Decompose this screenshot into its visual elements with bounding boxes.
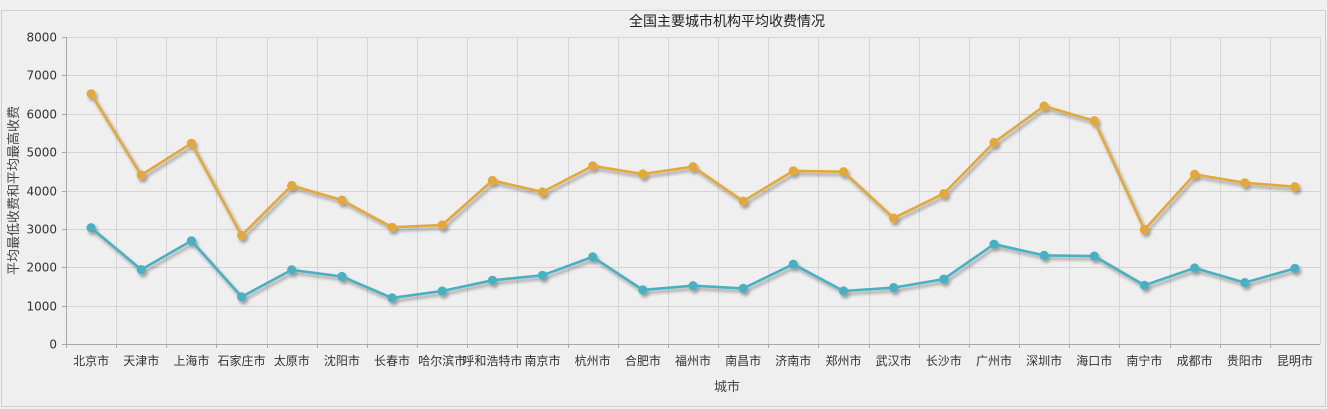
x-tick-label: 昆明市 — [1277, 353, 1313, 368]
y-axis-title: 平均最低收费和平均最高收费 — [6, 106, 22, 275]
y-tick-label: 6000 — [26, 108, 57, 122]
y-tick-label: 1000 — [26, 300, 57, 314]
x-tick-label: 长春市 — [374, 353, 410, 368]
data-point[interactable] — [86, 223, 96, 233]
x-tick-label: 长沙市 — [926, 353, 962, 368]
x-tick-label: 沈阳市 — [324, 353, 360, 368]
data-point[interactable] — [1089, 116, 1099, 126]
data-point[interactable] — [387, 293, 397, 303]
chart-title: 全国主要城市机构平均收费情况 — [629, 13, 825, 30]
x-tick-label: 南京市 — [525, 353, 561, 368]
x-tick-label: 南昌市 — [725, 353, 761, 368]
x-tick-label: 深圳市 — [1026, 353, 1062, 368]
y-tick-label: 4000 — [26, 185, 57, 199]
chart-frame — [1, 10, 1326, 407]
x-tick-label: 呼和浩特市 — [462, 353, 522, 368]
data-point[interactable] — [989, 239, 999, 249]
data-point[interactable] — [1039, 250, 1049, 260]
data-point[interactable] — [337, 271, 347, 282]
data-point[interactable] — [387, 222, 397, 232]
data-point[interactable] — [688, 162, 698, 172]
data-point[interactable] — [437, 286, 447, 296]
y-tick-label: 5000 — [26, 146, 57, 160]
data-point[interactable] — [1290, 182, 1300, 192]
x-tick-label: 南宁市 — [1126, 353, 1162, 368]
data-point[interactable] — [437, 220, 447, 230]
data-point[interactable] — [939, 274, 949, 284]
data-point[interactable] — [186, 138, 196, 148]
data-point[interactable] — [537, 270, 548, 280]
data-point[interactable] — [1039, 101, 1049, 111]
y-tick-label: 3000 — [26, 223, 57, 237]
data-point[interactable] — [487, 175, 497, 186]
data-point[interactable] — [287, 180, 297, 191]
data-point[interactable] — [788, 259, 798, 269]
x-tick-label: 济南市 — [775, 353, 811, 368]
data-point[interactable] — [287, 265, 297, 275]
data-point[interactable] — [1240, 178, 1250, 188]
data-point[interactable] — [237, 230, 247, 240]
data-point[interactable] — [537, 187, 548, 197]
data-point[interactable] — [989, 137, 999, 148]
x-tick-label: 合肥市 — [625, 353, 661, 368]
data-point[interactable] — [588, 252, 598, 262]
data-point[interactable] — [838, 286, 849, 296]
x-tick-label: 成都市 — [1177, 353, 1213, 368]
y-tick-label: 0 — [49, 338, 57, 352]
data-point[interactable] — [487, 275, 497, 285]
data-point[interactable] — [1290, 263, 1300, 273]
data-point[interactable] — [738, 283, 748, 293]
data-point[interactable] — [838, 167, 849, 177]
data-point[interactable] — [889, 283, 899, 293]
data-point[interactable] — [939, 189, 949, 199]
x-tick-label: 福州市 — [675, 353, 711, 368]
data-point[interactable] — [788, 166, 798, 176]
x-tick-label: 上海市 — [173, 353, 209, 368]
x-tick-label: 郑州市 — [825, 353, 861, 368]
data-point[interactable] — [638, 285, 648, 295]
data-point[interactable] — [1190, 263, 1200, 273]
data-point[interactable] — [86, 89, 96, 99]
data-point[interactable] — [688, 281, 698, 291]
data-point[interactable] — [237, 292, 247, 302]
x-tick-label: 武汉市 — [876, 353, 912, 368]
data-point[interactable] — [186, 236, 196, 246]
x-axis-title: 城市 — [714, 379, 740, 395]
data-point[interactable] — [1089, 251, 1099, 261]
data-point[interactable] — [1139, 280, 1149, 290]
data-point[interactable] — [638, 169, 648, 179]
x-tick-label: 海口市 — [1076, 353, 1112, 368]
data-point[interactable] — [136, 265, 146, 275]
data-point[interactable] — [1240, 278, 1250, 288]
y-tick-label: 2000 — [26, 261, 57, 275]
data-point[interactable] — [337, 195, 347, 205]
x-tick-label: 北京市 — [73, 353, 109, 368]
data-point[interactable] — [136, 170, 146, 180]
x-tick-label: 贵阳市 — [1227, 353, 1263, 368]
x-tick-label: 石家庄市 — [218, 353, 266, 368]
x-tick-label: 杭州市 — [575, 353, 611, 368]
data-point[interactable] — [1139, 225, 1149, 235]
y-tick-label: 8000 — [26, 31, 57, 45]
data-point[interactable] — [588, 161, 598, 171]
data-point[interactable] — [1190, 169, 1200, 179]
x-tick-label: 广州市 — [976, 353, 1012, 368]
data-point[interactable] — [889, 213, 899, 223]
x-tick-label: 哈尔滨市 — [418, 353, 466, 368]
x-tick-label: 天津市 — [123, 353, 159, 368]
x-tick-label: 太原市 — [274, 353, 310, 368]
data-point[interactable] — [738, 196, 748, 206]
y-tick-label: 7000 — [26, 69, 57, 83]
